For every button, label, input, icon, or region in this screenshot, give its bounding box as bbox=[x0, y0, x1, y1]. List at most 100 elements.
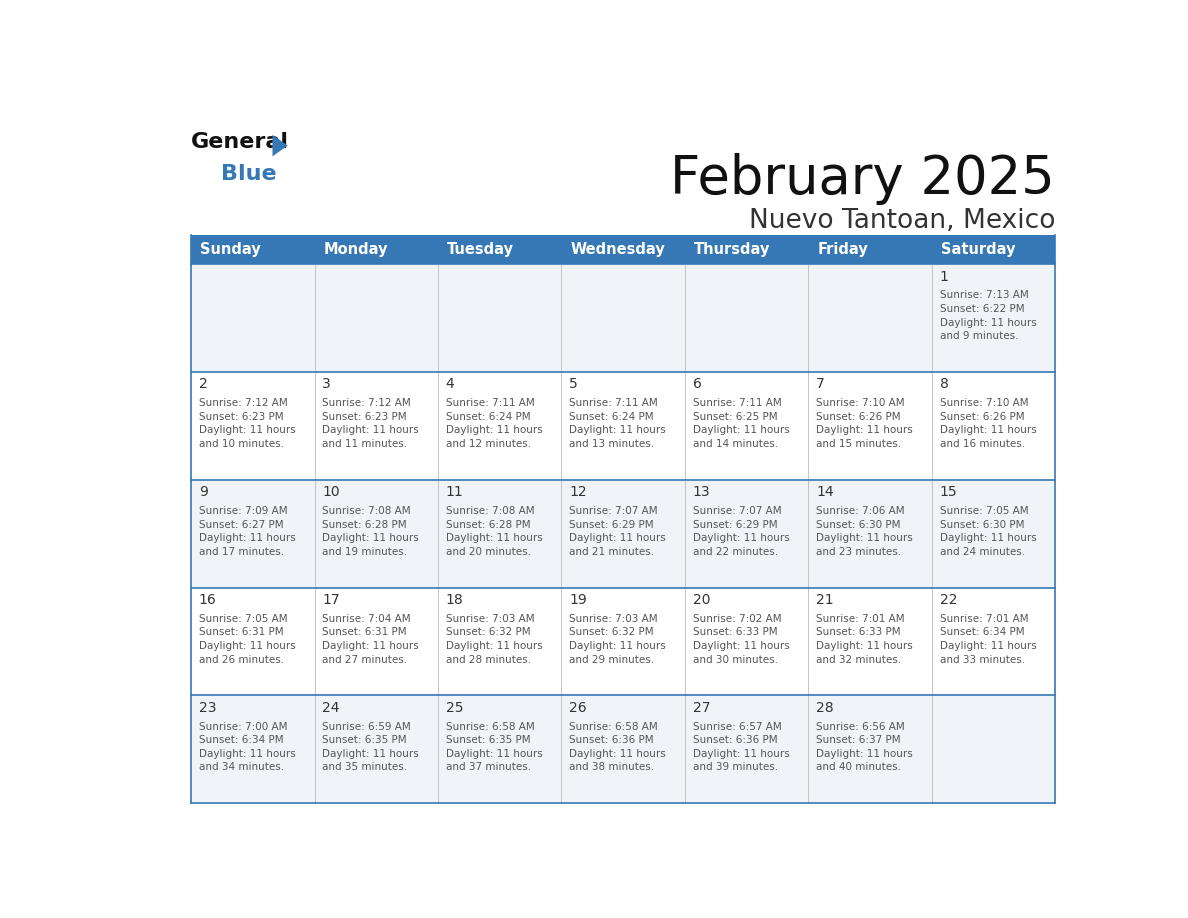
Text: 10: 10 bbox=[322, 485, 340, 499]
Bar bbox=[315, 372, 438, 480]
Text: 4: 4 bbox=[446, 377, 455, 391]
Text: Sunrise: 7:04 AM
Sunset: 6:31 PM
Daylight: 11 hours
and 27 minutes.: Sunrise: 7:04 AM Sunset: 6:31 PM Dayligh… bbox=[322, 614, 419, 665]
Text: Sunrise: 7:09 AM
Sunset: 6:27 PM
Daylight: 11 hours
and 17 minutes.: Sunrise: 7:09 AM Sunset: 6:27 PM Dayligh… bbox=[198, 506, 296, 556]
Text: Sunrise: 7:01 AM
Sunset: 6:33 PM
Daylight: 11 hours
and 32 minutes.: Sunrise: 7:01 AM Sunset: 6:33 PM Dayligh… bbox=[816, 614, 912, 665]
Text: Sunrise: 7:07 AM
Sunset: 6:29 PM
Daylight: 11 hours
and 21 minutes.: Sunrise: 7:07 AM Sunset: 6:29 PM Dayligh… bbox=[569, 506, 666, 556]
Text: Sunrise: 7:00 AM
Sunset: 6:34 PM
Daylight: 11 hours
and 34 minutes.: Sunrise: 7:00 AM Sunset: 6:34 PM Dayligh… bbox=[198, 722, 296, 772]
Text: Sunrise: 7:05 AM
Sunset: 6:31 PM
Daylight: 11 hours
and 26 minutes.: Sunrise: 7:05 AM Sunset: 6:31 PM Dayligh… bbox=[198, 614, 296, 665]
Bar bbox=[808, 588, 931, 695]
Text: 8: 8 bbox=[940, 377, 948, 391]
Bar bbox=[808, 372, 931, 480]
Bar bbox=[438, 695, 562, 803]
Bar bbox=[315, 480, 438, 588]
Text: 1: 1 bbox=[940, 270, 948, 284]
Bar bbox=[562, 588, 685, 695]
Bar bbox=[562, 264, 685, 372]
Bar bbox=[562, 372, 685, 480]
Bar bbox=[562, 480, 685, 588]
Bar bbox=[438, 235, 562, 264]
Bar bbox=[931, 480, 1055, 588]
Text: 20: 20 bbox=[693, 593, 710, 607]
Text: Sunrise: 7:11 AM
Sunset: 6:24 PM
Daylight: 11 hours
and 12 minutes.: Sunrise: 7:11 AM Sunset: 6:24 PM Dayligh… bbox=[446, 398, 543, 449]
Bar bbox=[931, 264, 1055, 372]
Text: Sunrise: 7:12 AM
Sunset: 6:23 PM
Daylight: 11 hours
and 11 minutes.: Sunrise: 7:12 AM Sunset: 6:23 PM Dayligh… bbox=[322, 398, 419, 449]
Text: 19: 19 bbox=[569, 593, 587, 607]
Text: Sunrise: 7:11 AM
Sunset: 6:25 PM
Daylight: 11 hours
and 14 minutes.: Sunrise: 7:11 AM Sunset: 6:25 PM Dayligh… bbox=[693, 398, 789, 449]
Text: 3: 3 bbox=[322, 377, 331, 391]
Bar bbox=[315, 588, 438, 695]
Text: Sunrise: 7:06 AM
Sunset: 6:30 PM
Daylight: 11 hours
and 23 minutes.: Sunrise: 7:06 AM Sunset: 6:30 PM Dayligh… bbox=[816, 506, 912, 556]
Text: 24: 24 bbox=[322, 700, 340, 715]
Text: 6: 6 bbox=[693, 377, 702, 391]
Text: Thursday: Thursday bbox=[694, 242, 771, 257]
Text: Sunrise: 6:58 AM
Sunset: 6:36 PM
Daylight: 11 hours
and 38 minutes.: Sunrise: 6:58 AM Sunset: 6:36 PM Dayligh… bbox=[569, 722, 666, 772]
Text: 16: 16 bbox=[198, 593, 216, 607]
Text: Blue: Blue bbox=[221, 164, 276, 185]
Bar bbox=[562, 235, 685, 264]
Text: Sunrise: 6:57 AM
Sunset: 6:36 PM
Daylight: 11 hours
and 39 minutes.: Sunrise: 6:57 AM Sunset: 6:36 PM Dayligh… bbox=[693, 722, 789, 772]
Text: Sunrise: 7:07 AM
Sunset: 6:29 PM
Daylight: 11 hours
and 22 minutes.: Sunrise: 7:07 AM Sunset: 6:29 PM Dayligh… bbox=[693, 506, 789, 556]
Text: Monday: Monday bbox=[324, 242, 388, 257]
Text: Sunrise: 7:13 AM
Sunset: 6:22 PM
Daylight: 11 hours
and 9 minutes.: Sunrise: 7:13 AM Sunset: 6:22 PM Dayligh… bbox=[940, 290, 1036, 341]
Text: 28: 28 bbox=[816, 700, 834, 715]
Text: Sunrise: 7:11 AM
Sunset: 6:24 PM
Daylight: 11 hours
and 13 minutes.: Sunrise: 7:11 AM Sunset: 6:24 PM Dayligh… bbox=[569, 398, 666, 449]
Bar bbox=[191, 264, 315, 372]
Text: 12: 12 bbox=[569, 485, 587, 499]
Bar bbox=[685, 480, 808, 588]
Text: 22: 22 bbox=[940, 593, 958, 607]
Bar bbox=[685, 588, 808, 695]
Bar bbox=[931, 588, 1055, 695]
Bar bbox=[191, 372, 315, 480]
Text: 27: 27 bbox=[693, 700, 710, 715]
Text: Sunrise: 6:58 AM
Sunset: 6:35 PM
Daylight: 11 hours
and 37 minutes.: Sunrise: 6:58 AM Sunset: 6:35 PM Dayligh… bbox=[446, 722, 543, 772]
Bar bbox=[562, 695, 685, 803]
Text: 17: 17 bbox=[322, 593, 340, 607]
Text: Sunrise: 7:05 AM
Sunset: 6:30 PM
Daylight: 11 hours
and 24 minutes.: Sunrise: 7:05 AM Sunset: 6:30 PM Dayligh… bbox=[940, 506, 1036, 556]
Text: 9: 9 bbox=[198, 485, 208, 499]
Text: 14: 14 bbox=[816, 485, 834, 499]
Text: Sunrise: 7:03 AM
Sunset: 6:32 PM
Daylight: 11 hours
and 28 minutes.: Sunrise: 7:03 AM Sunset: 6:32 PM Dayligh… bbox=[446, 614, 543, 665]
Bar bbox=[931, 235, 1055, 264]
Text: Sunrise: 7:10 AM
Sunset: 6:26 PM
Daylight: 11 hours
and 16 minutes.: Sunrise: 7:10 AM Sunset: 6:26 PM Dayligh… bbox=[940, 398, 1036, 449]
Text: Sunrise: 7:02 AM
Sunset: 6:33 PM
Daylight: 11 hours
and 30 minutes.: Sunrise: 7:02 AM Sunset: 6:33 PM Dayligh… bbox=[693, 614, 789, 665]
Bar bbox=[931, 695, 1055, 803]
Bar bbox=[315, 235, 438, 264]
Text: Sunrise: 7:03 AM
Sunset: 6:32 PM
Daylight: 11 hours
and 29 minutes.: Sunrise: 7:03 AM Sunset: 6:32 PM Dayligh… bbox=[569, 614, 666, 665]
Text: Tuesday: Tuesday bbox=[448, 242, 514, 257]
Text: Sunday: Sunday bbox=[201, 242, 261, 257]
Bar bbox=[808, 264, 931, 372]
Text: Nuevo Tantoan, Mexico: Nuevo Tantoan, Mexico bbox=[748, 208, 1055, 234]
Bar bbox=[191, 235, 315, 264]
Bar bbox=[191, 480, 315, 588]
Text: Sunrise: 7:08 AM
Sunset: 6:28 PM
Daylight: 11 hours
and 20 minutes.: Sunrise: 7:08 AM Sunset: 6:28 PM Dayligh… bbox=[446, 506, 543, 556]
Text: Sunrise: 6:59 AM
Sunset: 6:35 PM
Daylight: 11 hours
and 35 minutes.: Sunrise: 6:59 AM Sunset: 6:35 PM Dayligh… bbox=[322, 722, 419, 772]
Bar bbox=[685, 372, 808, 480]
Text: Sunrise: 7:12 AM
Sunset: 6:23 PM
Daylight: 11 hours
and 10 minutes.: Sunrise: 7:12 AM Sunset: 6:23 PM Dayligh… bbox=[198, 398, 296, 449]
Text: 18: 18 bbox=[446, 593, 463, 607]
Text: General: General bbox=[191, 131, 289, 151]
Bar bbox=[315, 695, 438, 803]
Text: Friday: Friday bbox=[817, 242, 868, 257]
Bar bbox=[808, 695, 931, 803]
Bar bbox=[931, 372, 1055, 480]
Text: 25: 25 bbox=[446, 700, 463, 715]
Text: Sunrise: 6:56 AM
Sunset: 6:37 PM
Daylight: 11 hours
and 40 minutes.: Sunrise: 6:56 AM Sunset: 6:37 PM Dayligh… bbox=[816, 722, 912, 772]
Bar bbox=[438, 480, 562, 588]
Polygon shape bbox=[272, 135, 287, 156]
Text: Saturday: Saturday bbox=[941, 242, 1016, 257]
Text: 7: 7 bbox=[816, 377, 824, 391]
Text: 26: 26 bbox=[569, 700, 587, 715]
Bar bbox=[685, 695, 808, 803]
Text: 11: 11 bbox=[446, 485, 463, 499]
Text: 13: 13 bbox=[693, 485, 710, 499]
Bar bbox=[191, 588, 315, 695]
Bar bbox=[808, 480, 931, 588]
Bar bbox=[808, 235, 931, 264]
Bar bbox=[685, 264, 808, 372]
Bar bbox=[685, 235, 808, 264]
Text: 5: 5 bbox=[569, 377, 579, 391]
Bar bbox=[438, 264, 562, 372]
Text: 15: 15 bbox=[940, 485, 958, 499]
Bar bbox=[315, 264, 438, 372]
Text: February 2025: February 2025 bbox=[670, 152, 1055, 205]
